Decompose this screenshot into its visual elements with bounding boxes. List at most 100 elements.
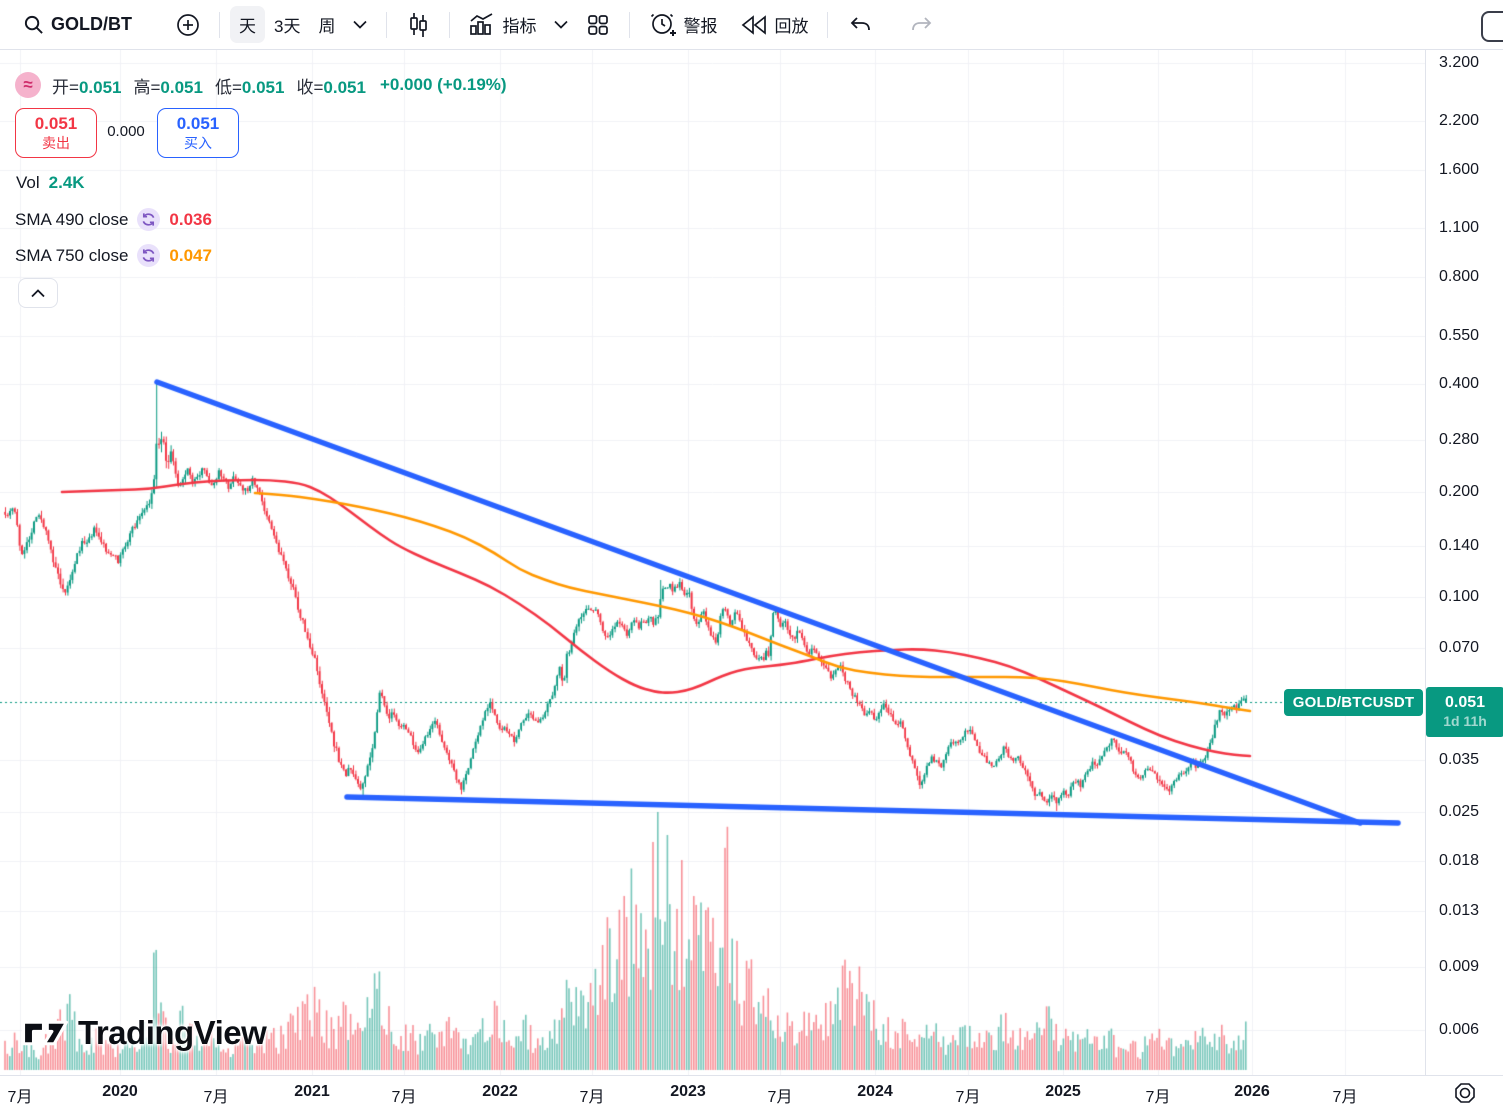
price-line-symbol-label: GOLD/BTCUSDT (1284, 689, 1423, 716)
spread-value: 0.000 (107, 123, 145, 140)
undo-button[interactable] (838, 8, 882, 42)
close-label: 收= (296, 77, 324, 97)
top-toolbar: GOLD/BT 天 3天 周 指标 警报 回放 (0, 0, 1503, 50)
tradingview-watermark: TradingView (22, 1014, 267, 1052)
interval-3day-button[interactable]: 3天 (265, 6, 309, 43)
last-price-badge: 0.051 1d 11h (1426, 687, 1503, 737)
interval-dropdown-button[interactable] (344, 14, 376, 35)
indicators-icon (470, 12, 493, 35)
price-tick-label: 1.600 (1439, 161, 1480, 178)
price-chart-canvas[interactable] (0, 50, 1425, 1075)
undo-arrow-icon (851, 16, 871, 30)
price-tick-label: 3.200 (1439, 54, 1480, 71)
chevron-down-icon (554, 20, 569, 29)
sell-button[interactable]: 0.051 卖出 (15, 108, 97, 158)
sma490-legend-row[interactable]: SMA 490 close 0.036 (15, 208, 212, 231)
price-tick-label: 0.013 (1439, 902, 1480, 919)
symbol-search-button[interactable]: GOLD/BT (14, 8, 141, 41)
redo-arrow-icon (912, 16, 932, 30)
alert-button[interactable]: 警报 (640, 5, 726, 44)
last-price-value: 0.051 (1444, 694, 1486, 712)
bar-countdown: 1d 11h (1443, 713, 1487, 730)
chart-style-button[interactable] (397, 6, 439, 44)
symbol-title: GOLD/BT (51, 14, 132, 34)
close-value: 0.051 (323, 77, 366, 97)
price-tick-label: 0.800 (1439, 268, 1480, 285)
price-tick-label: 0.006 (1439, 1021, 1480, 1038)
interval-day-button[interactable]: 天 (230, 6, 265, 43)
time-tick-label: 2021 (294, 1083, 330, 1100)
toolbar-separator (827, 11, 829, 38)
axis-settings-gear-icon[interactable] (1452, 1080, 1478, 1106)
toolbar-separator (449, 11, 451, 38)
indicators-label: 指标 (502, 17, 537, 36)
time-tick-label: 7月 (203, 1089, 229, 1106)
alert-label: 警报 (683, 17, 718, 36)
compare-add-button[interactable] (167, 7, 209, 43)
sma750-legend-row[interactable]: SMA 750 close 0.047 (15, 244, 212, 267)
price-tick-label: 0.140 (1439, 537, 1480, 554)
time-tick-label: 7月 (391, 1089, 417, 1106)
toolbar-separator (219, 11, 220, 38)
change-value: +0.000 (+0.19%) (379, 75, 507, 94)
replay-label: 回放 (774, 17, 809, 36)
collapse-legend-button[interactable] (18, 278, 58, 308)
interval-week-button[interactable]: 周 (309, 6, 344, 43)
time-tick-label: 2026 (1234, 1083, 1270, 1100)
volume-name: Vol (16, 173, 40, 192)
toolbar-separator (386, 11, 388, 38)
time-tick-label: 7月 (955, 1089, 981, 1106)
toolbar-separator (629, 11, 631, 38)
price-tick-label: 0.009 (1439, 958, 1480, 975)
candlestick-icon (410, 12, 428, 37)
price-tick-label: 0.070 (1439, 639, 1480, 656)
sma490-value: 0.036 (169, 209, 212, 229)
sync-icon[interactable] (137, 244, 161, 267)
sma490-name: SMA 490 close (15, 209, 129, 229)
price-tick-label: 0.035 (1439, 751, 1480, 768)
price-tick-label: 1.100 (1439, 219, 1480, 236)
plus-circle-icon (177, 13, 199, 36)
time-tick-label: 7月 (1332, 1089, 1358, 1106)
volume-value: 2.4K (48, 173, 85, 192)
price-axis[interactable]: 0.051 1d 11h 3.200 2.200 1.600 1.100 0.800 0.… (1425, 50, 1503, 1075)
time-tick-label: 2025 (1045, 1083, 1081, 1100)
replay-button[interactable]: 回放 (732, 6, 817, 43)
sma750-value: 0.047 (169, 245, 212, 265)
chevron-down-icon (353, 20, 368, 29)
buy-price: 0.051 (176, 114, 220, 134)
price-tick-label: 0.100 (1439, 588, 1480, 605)
sell-price: 0.051 (34, 114, 78, 134)
time-tick-label: 2024 (857, 1083, 893, 1100)
open-value: 0.051 (78, 77, 122, 97)
price-tick-label: 0.550 (1439, 327, 1480, 344)
volume-legend-row[interactable]: Vol 2.4K (16, 173, 85, 193)
price-tick-label: 0.400 (1439, 375, 1480, 392)
low-value: 0.051 (241, 77, 285, 97)
indicator-templates-button[interactable] (577, 7, 619, 43)
time-axis[interactable]: 7月 2020 7月 2021 7月 2022 7月 2023 7月 2024 7月 2025 7月 20… (0, 1075, 1503, 1111)
sma750-name: SMA 750 close (15, 245, 129, 265)
price-tick-label: 0.018 (1439, 852, 1480, 869)
ohlc-legend[interactable]: ≈ 开=0.051 高=0.051 低=0.051 收=0.051 +0.000… (15, 72, 507, 98)
time-tick-label: 2020 (102, 1083, 138, 1100)
time-tick-label: 7月 (1145, 1089, 1171, 1106)
series-icon: ≈ (15, 72, 41, 98)
alarm-clock-plus-icon (651, 13, 677, 36)
sync-icon[interactable] (137, 208, 161, 231)
price-tick-label: 0.025 (1439, 803, 1480, 820)
time-tick-label: 2023 (670, 1083, 706, 1100)
buy-label: 买入 (184, 134, 212, 151)
redo-button[interactable] (900, 8, 944, 42)
buy-button[interactable]: 0.051 买入 (157, 108, 239, 158)
price-tick-label: 0.200 (1439, 483, 1480, 500)
window-corner-button[interactable] (1481, 11, 1503, 42)
rewind-icon (742, 14, 767, 35)
indicators-dropdown-button[interactable] (545, 14, 577, 35)
high-label: 高= (133, 77, 161, 97)
price-tick-label: 2.200 (1439, 112, 1480, 129)
indicators-button[interactable]: 指标 (460, 6, 545, 43)
time-tick-label: 7月 (7, 1089, 33, 1106)
time-tick-label: 7月 (767, 1089, 793, 1106)
